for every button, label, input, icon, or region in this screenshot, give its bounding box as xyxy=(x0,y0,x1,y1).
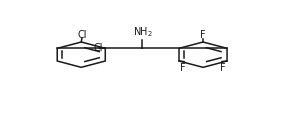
Text: Cl: Cl xyxy=(78,30,87,40)
Text: F: F xyxy=(181,63,186,73)
Text: F: F xyxy=(220,63,226,73)
Text: F: F xyxy=(200,30,206,40)
Text: Cl: Cl xyxy=(94,43,103,53)
Text: NH$_2$: NH$_2$ xyxy=(133,25,153,39)
